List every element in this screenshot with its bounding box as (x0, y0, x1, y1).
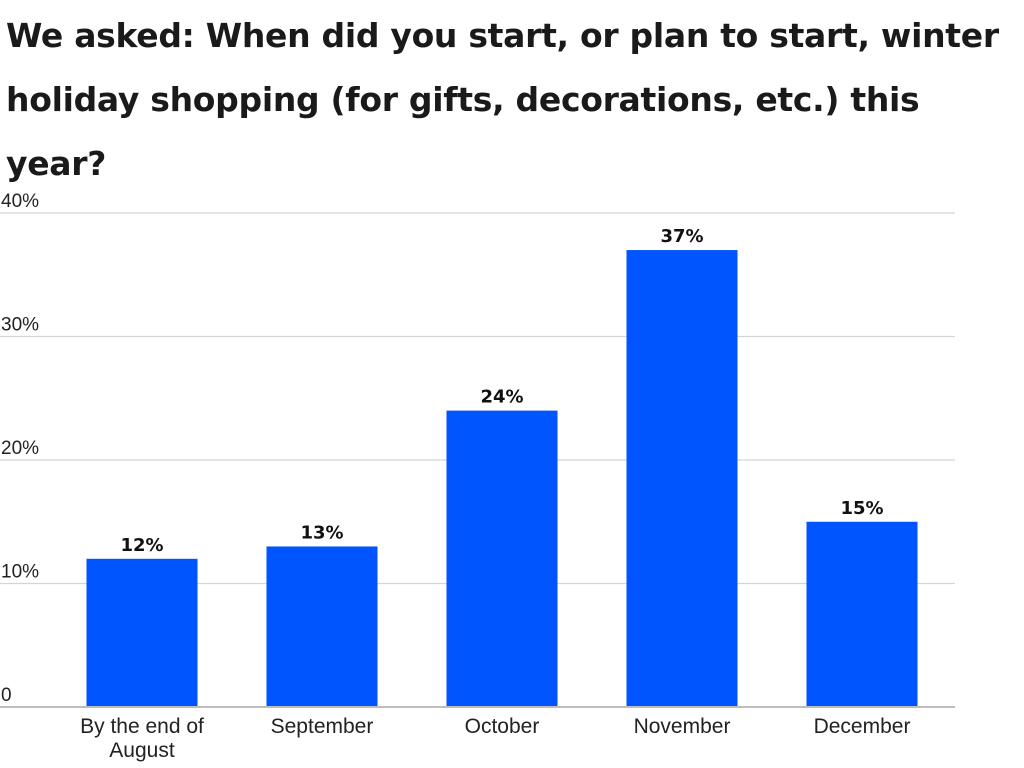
data-label: 24% (480, 387, 523, 408)
labels: 0 10% 20% 30% 40% 12% By the end of August 13% Se… (1, 191, 910, 762)
bar (626, 250, 738, 708)
data-label: 37% (660, 226, 703, 247)
bars (86, 250, 918, 708)
y-tick-label: 10% (1, 562, 39, 583)
category-label: September (271, 715, 374, 738)
category-label: December (814, 715, 911, 738)
bar (86, 558, 198, 707)
category-label: By the end of August (80, 715, 204, 762)
data-label: 12% (120, 535, 163, 556)
data-label: 15% (840, 498, 883, 519)
y-tick-label: 20% (1, 438, 39, 459)
category-label: October (465, 715, 540, 738)
y-tick-label: 40% (1, 191, 39, 212)
chart-title: We asked: When did you start, or plan to… (6, 16, 999, 183)
y-tick-label: 30% (1, 315, 39, 336)
data-label: 13% (300, 522, 343, 543)
y-tick-label: 0 (1, 685, 12, 706)
bar (446, 410, 558, 707)
bar (806, 521, 918, 707)
bar (266, 546, 378, 707)
category-label: November (634, 715, 731, 738)
